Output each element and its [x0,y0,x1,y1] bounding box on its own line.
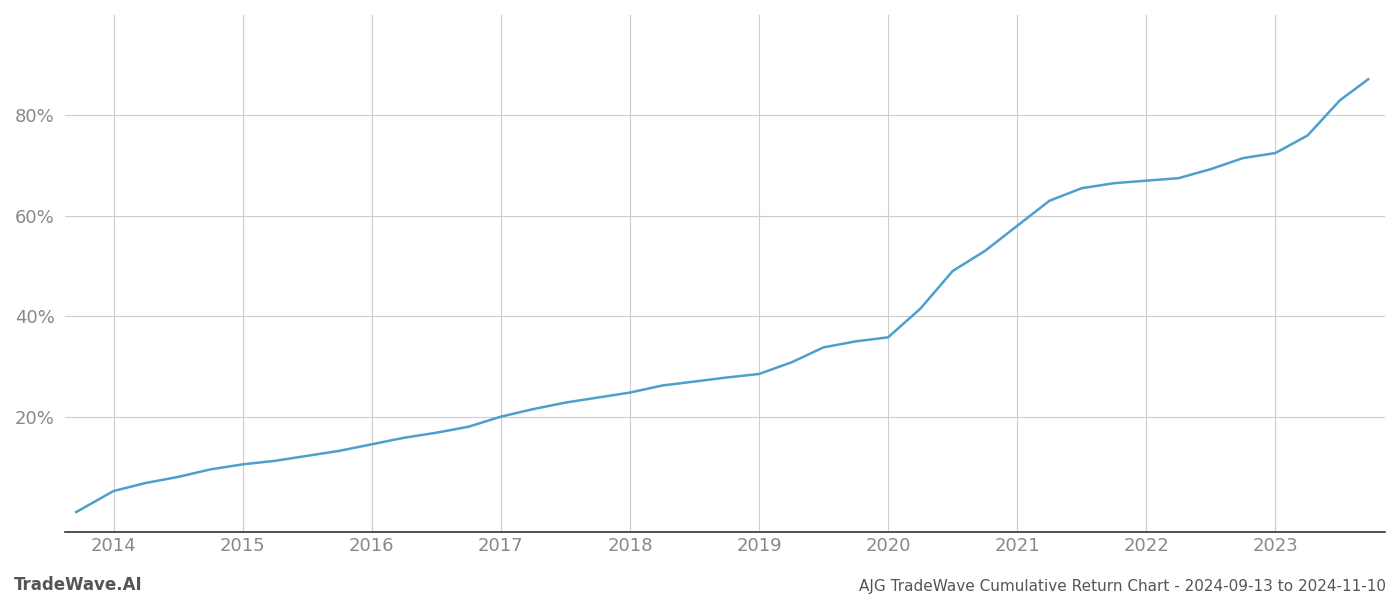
Text: AJG TradeWave Cumulative Return Chart - 2024-09-13 to 2024-11-10: AJG TradeWave Cumulative Return Chart - … [860,579,1386,594]
Text: TradeWave.AI: TradeWave.AI [14,576,143,594]
